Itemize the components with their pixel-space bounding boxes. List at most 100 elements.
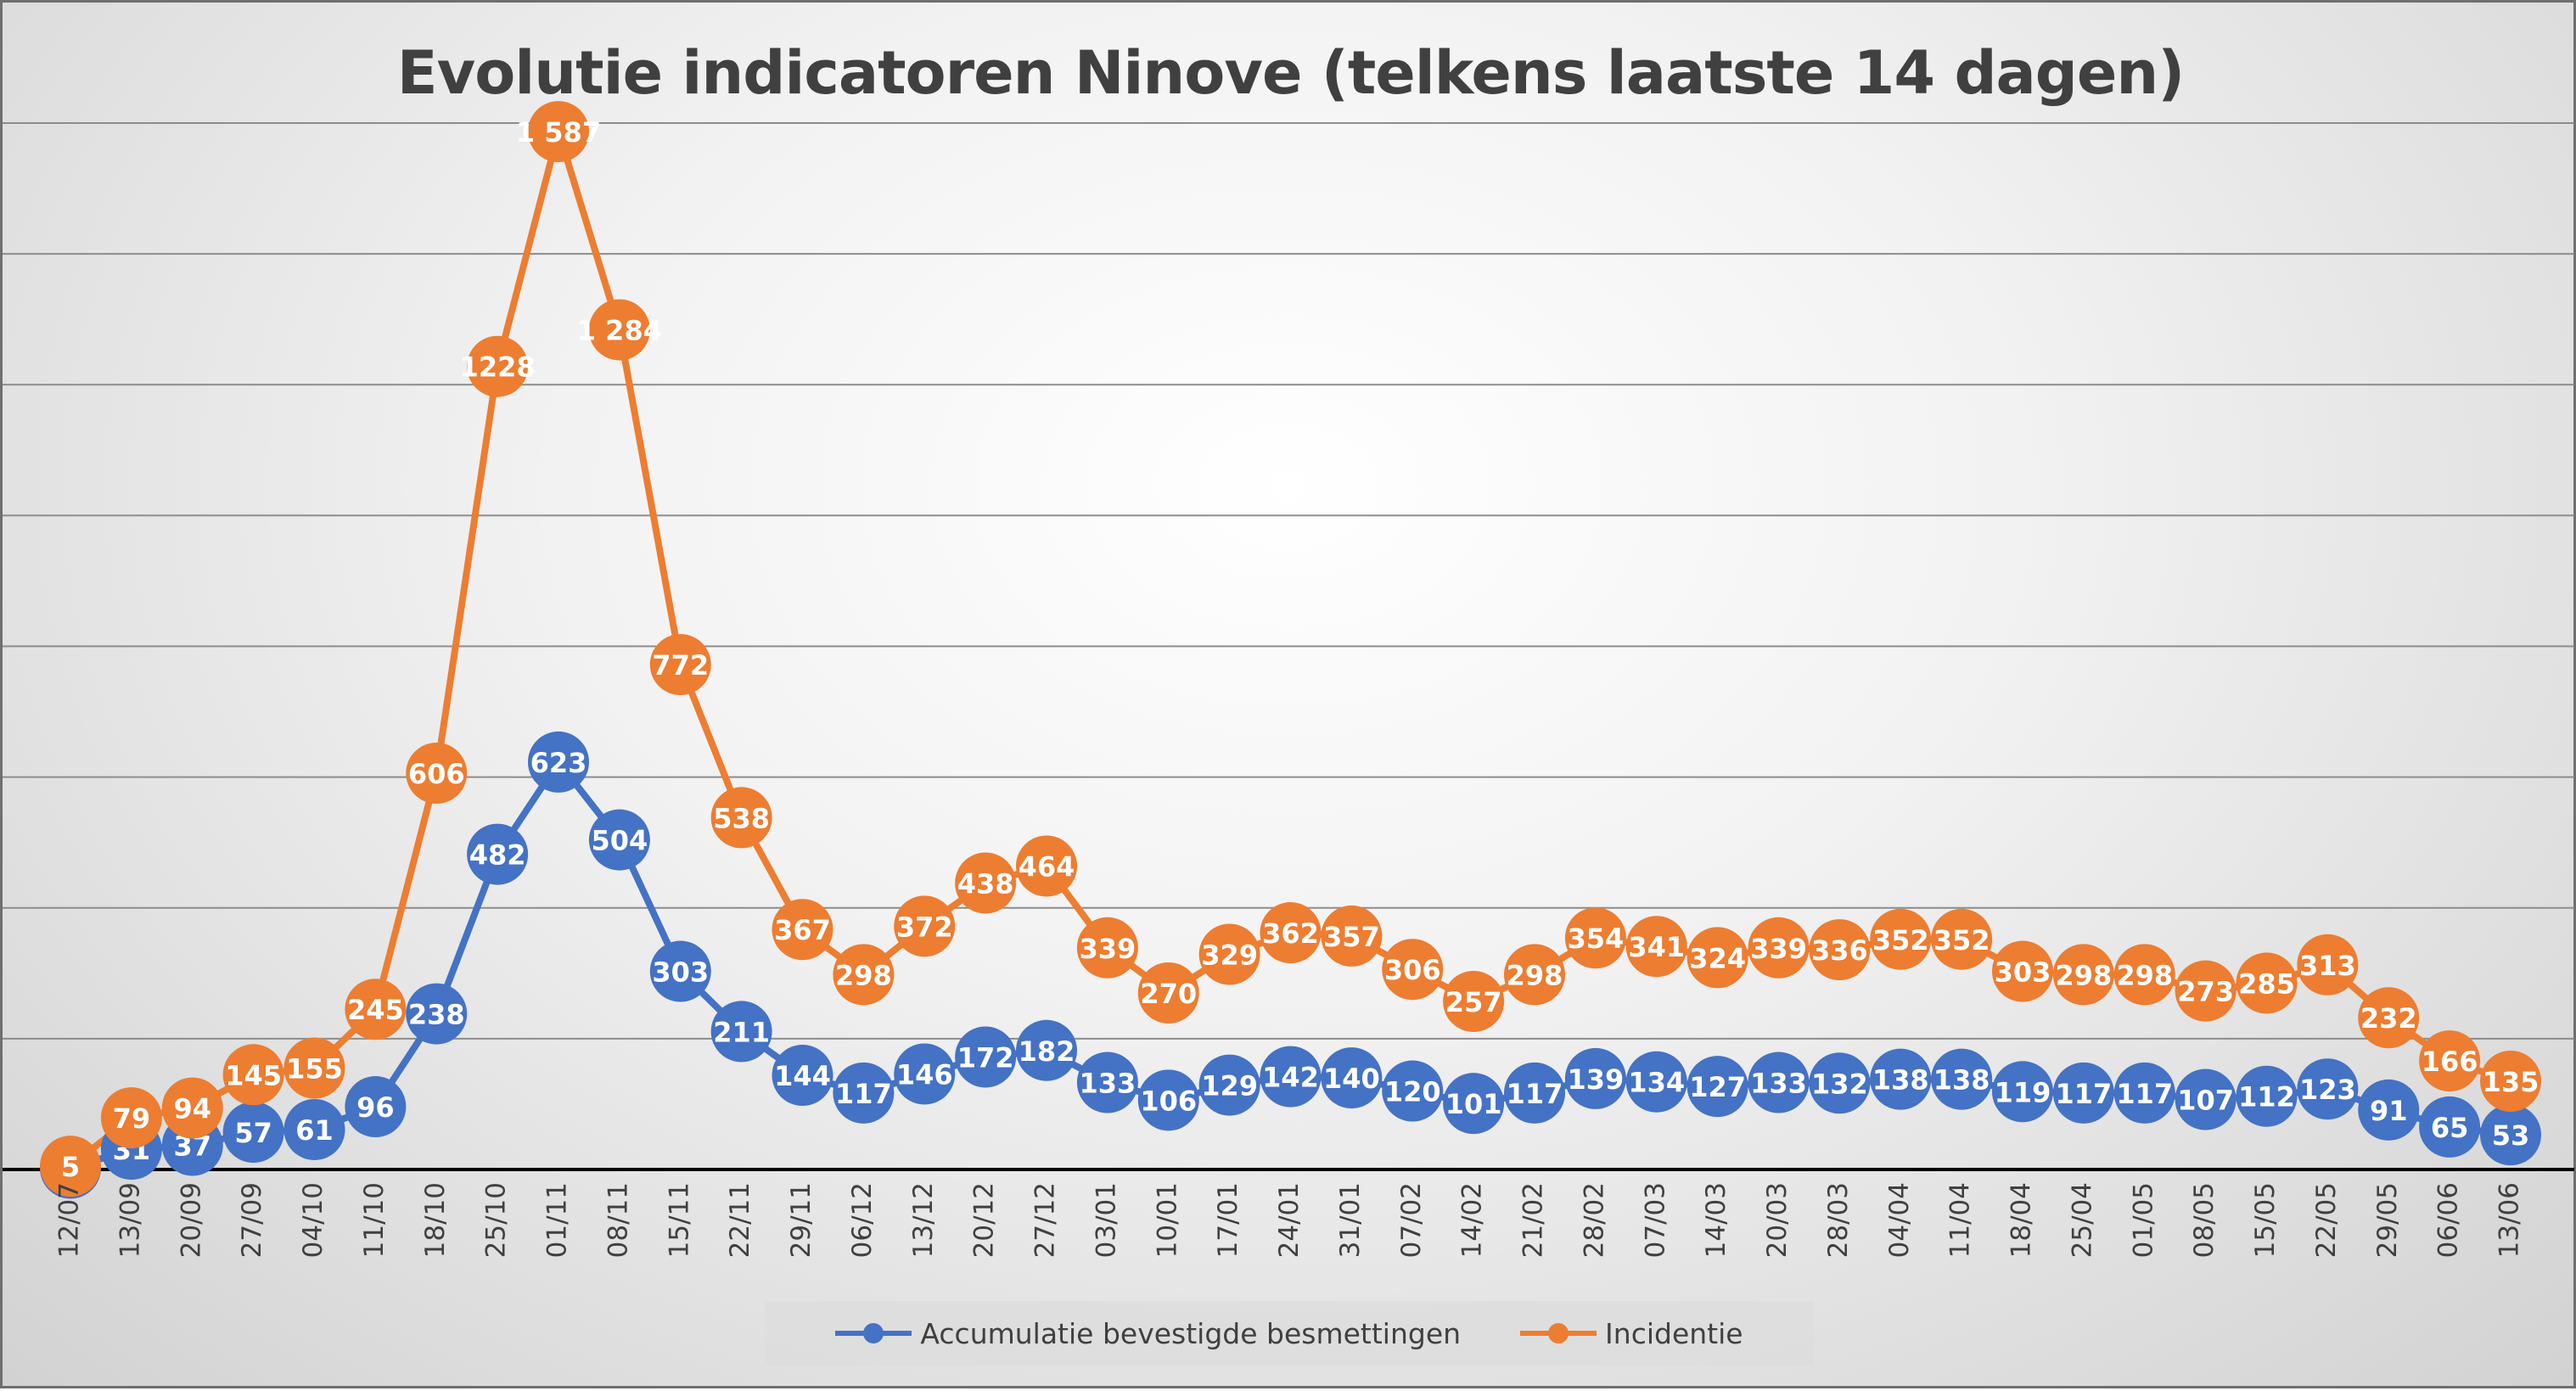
- point-marker: [283, 1037, 345, 1099]
- data-point-series-2: 94: [161, 1077, 223, 1139]
- x-tick-label: 24/01: [1274, 1182, 1305, 1258]
- data-label: 329: [1201, 939, 1258, 971]
- data-point-series-1: 182: [1016, 1019, 1077, 1081]
- data-label: 367: [774, 914, 831, 946]
- data-label: 106: [1140, 1085, 1197, 1117]
- legend-label-series-1: Accumulatie bevestigde besmettingen: [920, 1316, 1462, 1350]
- point-marker: [833, 1062, 895, 1124]
- data-label: 298: [1507, 959, 1563, 991]
- point-marker: [2480, 1104, 2541, 1166]
- point-marker: [283, 1098, 345, 1160]
- data-point-series-2: 257: [1443, 970, 1505, 1032]
- data-label: 91: [2370, 1095, 2408, 1127]
- point-marker: [1931, 1048, 1993, 1110]
- point-marker: [1198, 923, 1260, 985]
- data-label: 538: [713, 802, 770, 834]
- x-tick-label: 04/10: [298, 1182, 328, 1258]
- data-point-series-2: 324: [1686, 927, 1748, 989]
- data-label: 354: [1567, 923, 1624, 955]
- data-label: 144: [774, 1060, 831, 1092]
- data-point-series-1: 65: [2419, 1096, 2481, 1158]
- x-tick-label: 11/10: [359, 1182, 390, 1258]
- data-label: 127: [1689, 1071, 1746, 1103]
- data-label: 298: [2116, 959, 2173, 991]
- legend-swatch-series-2: [1520, 1323, 1597, 1343]
- data-label: 1 284: [577, 315, 662, 347]
- data-point-series-1: 107: [2175, 1068, 2236, 1130]
- point-marker: [2358, 987, 2420, 1049]
- data-label: 182: [1019, 1035, 1075, 1068]
- x-tick-label: 29/11: [786, 1182, 817, 1258]
- data-label: 94: [173, 1093, 211, 1125]
- x-tick-label: 13/09: [115, 1182, 145, 1258]
- data-point-series-1: 101: [1443, 1073, 1505, 1135]
- x-tick-label: 15/05: [2250, 1182, 2281, 1258]
- data-point-series-1: 106: [1137, 1069, 1199, 1131]
- data-point-series-1: 504: [588, 809, 650, 871]
- x-tick-label: 22/05: [2311, 1182, 2342, 1258]
- data-label: 53: [2492, 1119, 2530, 1152]
- data-label: 119: [1995, 1076, 2051, 1108]
- data-point-series-2: 270: [1137, 962, 1199, 1024]
- data-point-series-1: 138: [1870, 1048, 1932, 1110]
- data-label: 101: [1445, 1088, 1502, 1120]
- data-label: 339: [1750, 933, 1807, 965]
- data-label: 146: [896, 1058, 953, 1091]
- x-tick-label: 14/03: [1701, 1182, 1731, 1258]
- point-marker: [1016, 835, 1077, 897]
- point-marker: [1137, 1069, 1199, 1131]
- data-point-series-2: 367: [772, 899, 833, 961]
- data-label: 117: [2116, 1078, 2173, 1110]
- data-label: 464: [1019, 850, 1075, 883]
- data-point-series-2: 372: [894, 895, 956, 957]
- data-label: 306: [1384, 954, 1441, 986]
- data-label: 133: [1079, 1068, 1136, 1100]
- data-point-series-1: 91: [2358, 1079, 2420, 1141]
- x-tick-label: 29/05: [2372, 1182, 2403, 1258]
- point-marker: [2052, 1062, 2114, 1124]
- x-tick-label: 07/03: [1640, 1182, 1670, 1258]
- data-point-series-2: 354: [1564, 907, 1626, 969]
- data-label: 112: [2238, 1081, 2295, 1113]
- x-tick-labels: 12/07 13/09 20/09 27/09 04/10 11/10 18/10 25/10…: [54, 1182, 2525, 1258]
- x-tick-label: 04/04: [1884, 1182, 1915, 1258]
- point-marker: [2175, 960, 2236, 1022]
- data-label: 79: [113, 1102, 151, 1135]
- point-marker: [406, 983, 468, 1045]
- data-label: 352: [1933, 924, 1990, 956]
- point-marker: [2358, 1079, 2420, 1141]
- point-marker: [649, 940, 711, 1002]
- point-marker: [161, 1077, 223, 1139]
- point-marker: [649, 634, 711, 696]
- point-marker: [1382, 1060, 1444, 1122]
- point-marker: [2297, 1058, 2359, 1120]
- point-marker: [1443, 1073, 1505, 1135]
- data-point-series-1: 134: [1625, 1051, 1687, 1113]
- data-label: 96: [356, 1091, 395, 1124]
- data-point-series-2: 273: [2175, 960, 2236, 1022]
- point-marker: [1870, 908, 1932, 970]
- data-point-series-1: 117: [2052, 1062, 2114, 1124]
- point-marker: [833, 944, 895, 1006]
- data-point-series-2: 135: [2480, 1050, 2541, 1112]
- point-marker: [467, 823, 529, 885]
- legend-label-series-2: Incidentie: [1605, 1316, 1743, 1350]
- point-marker: [2236, 1065, 2298, 1127]
- data-label: 129: [1201, 1070, 1258, 1102]
- data-label: 155: [286, 1053, 343, 1085]
- data-label: 1228: [460, 351, 536, 384]
- point-marker: [100, 1087, 162, 1149]
- x-tick-label: 01/05: [2128, 1182, 2158, 1258]
- data-point-series-2: 772: [649, 634, 711, 696]
- data-point-series-2: 145: [222, 1044, 284, 1106]
- x-tick-label: 08/05: [2189, 1182, 2220, 1258]
- x-tick-label: 28/03: [1823, 1182, 1854, 1258]
- data-point-series-1: 146: [894, 1043, 956, 1105]
- x-tick-label: 07/02: [1396, 1182, 1427, 1258]
- point-marker: [406, 743, 468, 805]
- point-marker: [1382, 939, 1444, 1001]
- data-label: 285: [2238, 968, 2295, 1000]
- point-marker: [1686, 927, 1748, 989]
- data-label: 61: [295, 1114, 334, 1147]
- x-tick-label: 31/01: [1335, 1182, 1366, 1258]
